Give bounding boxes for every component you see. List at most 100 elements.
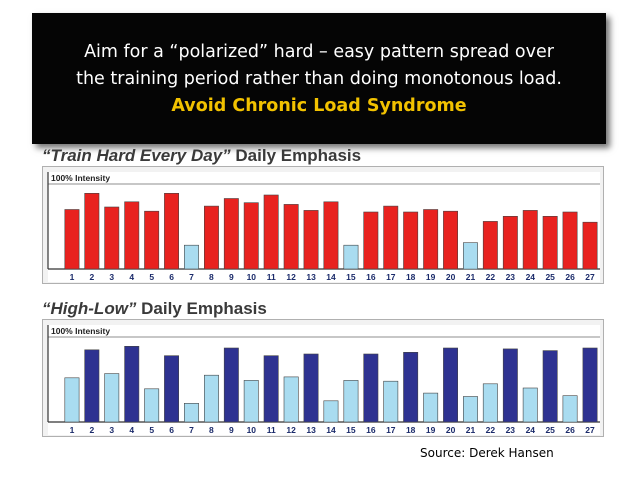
source-credit: Source: Derek Hansen — [420, 446, 554, 460]
chart-1-title-quoted: “Train Hard Every Day” — [42, 146, 231, 165]
bar-day-2 — [84, 192, 100, 270]
tick-label-4: 4 — [129, 425, 134, 435]
bar-day-16 — [363, 211, 379, 270]
bar-day-26 — [562, 395, 578, 423]
bar-day-6 — [164, 192, 180, 270]
bar-day-24 — [522, 387, 538, 423]
tick-label-25: 25 — [545, 272, 555, 282]
bar-day-20 — [443, 210, 458, 270]
tick-label-24: 24 — [526, 425, 536, 435]
bar-day-8 — [204, 374, 219, 423]
bar-day-17 — [383, 205, 399, 270]
tick-label-20: 20 — [446, 272, 456, 282]
tick-label-16: 16 — [366, 425, 376, 435]
tick-label-26: 26 — [565, 272, 575, 282]
tick-label-10: 10 — [247, 272, 257, 282]
tick-label-4: 4 — [129, 272, 134, 282]
tick-label-1: 1 — [70, 425, 75, 435]
tick-label-27: 27 — [585, 272, 595, 282]
tick-label-6: 6 — [169, 272, 174, 282]
bar-day-11 — [263, 355, 279, 423]
tick-label-7: 7 — [189, 272, 194, 282]
headline-text: Aim for a “polarized” hard – easy patter… — [32, 39, 606, 120]
bar-day-27 — [582, 221, 598, 270]
bar-day-7 — [184, 403, 199, 423]
bar-day-27 — [582, 347, 598, 423]
bar-day-13 — [303, 210, 319, 270]
tick-label-11: 11 — [267, 272, 276, 282]
tick-label-13: 13 — [306, 425, 316, 435]
bar-day-18 — [403, 351, 419, 423]
bar-day-1 — [64, 209, 80, 270]
tick-label-20: 20 — [446, 425, 456, 435]
bar-day-6 — [164, 355, 180, 423]
bar-day-3 — [104, 373, 120, 423]
bar-day-16 — [363, 353, 379, 423]
bar-day-18 — [403, 211, 419, 270]
tick-label-1: 1 — [70, 272, 75, 282]
tick-label-18: 18 — [406, 425, 416, 435]
tick-label-3: 3 — [109, 425, 114, 435]
tick-label-14: 14 — [326, 272, 336, 282]
tick-label-2: 2 — [90, 272, 95, 282]
tick-label-19: 19 — [426, 425, 436, 435]
bar-day-25 — [542, 350, 558, 423]
headline-highlight: Avoid Chronic Load Syndrome — [171, 96, 467, 116]
tick-label-21: 21 — [466, 425, 476, 435]
bar-day-23 — [502, 215, 518, 270]
tick-label-5: 5 — [149, 272, 154, 282]
tick-label-12: 12 — [286, 425, 296, 435]
tick-label-27: 27 — [585, 425, 595, 435]
bar-day-7 — [184, 244, 199, 270]
bar-day-14 — [323, 201, 339, 270]
tick-label-9: 9 — [229, 272, 234, 282]
bar-day-15 — [343, 380, 359, 423]
tick-label-11: 11 — [267, 425, 276, 435]
chart-1-title: “Train Hard Every Day” Daily Emphasis — [42, 146, 361, 166]
bar-day-9 — [223, 198, 239, 270]
bar-day-10 — [243, 202, 259, 270]
headline-banner: Aim for a “polarized” hard – easy patter… — [32, 13, 606, 144]
tick-label-18: 18 — [406, 272, 416, 282]
bar-day-2 — [84, 349, 100, 423]
bar-day-13 — [303, 353, 319, 423]
tick-label-8: 8 — [209, 425, 214, 435]
bar-day-4 — [124, 345, 140, 423]
bar-day-25 — [542, 215, 558, 270]
bar-day-3 — [104, 206, 120, 270]
bar-day-20 — [443, 347, 458, 423]
bar-day-19 — [423, 209, 439, 270]
bar-day-4 — [124, 201, 140, 270]
bar-day-23 — [502, 348, 518, 423]
bar-day-12 — [283, 376, 299, 423]
bar-day-10 — [243, 380, 259, 423]
bar-day-26 — [562, 211, 578, 270]
bar-day-22 — [482, 221, 498, 270]
bar-day-15 — [343, 244, 359, 270]
bar-day-5 — [144, 210, 160, 270]
bar-day-14 — [323, 400, 339, 423]
tick-label-3: 3 — [109, 272, 114, 282]
chart-2-title-quoted: “High-Low” — [42, 299, 137, 318]
tick-label-24: 24 — [526, 272, 536, 282]
bar-day-22 — [482, 383, 498, 423]
reference-label: 100% Intensity — [51, 326, 110, 336]
tick-label-2: 2 — [90, 425, 95, 435]
bar-day-9 — [223, 347, 239, 423]
chart-2-title-rest: Daily Emphasis — [141, 299, 267, 318]
bar-day-8 — [204, 205, 219, 270]
tick-label-26: 26 — [565, 425, 575, 435]
tick-label-8: 8 — [209, 272, 214, 282]
tick-label-25: 25 — [545, 425, 555, 435]
headline-line-2: the training period rather than doing mo… — [76, 69, 562, 89]
bar-day-21 — [462, 396, 478, 423]
tick-label-13: 13 — [306, 272, 316, 282]
tick-label-12: 12 — [286, 272, 296, 282]
tick-label-23: 23 — [506, 425, 516, 435]
tick-label-23: 23 — [506, 272, 516, 282]
bar-day-5 — [144, 388, 160, 423]
tick-label-15: 15 — [346, 272, 356, 282]
bar-day-11 — [263, 194, 279, 270]
